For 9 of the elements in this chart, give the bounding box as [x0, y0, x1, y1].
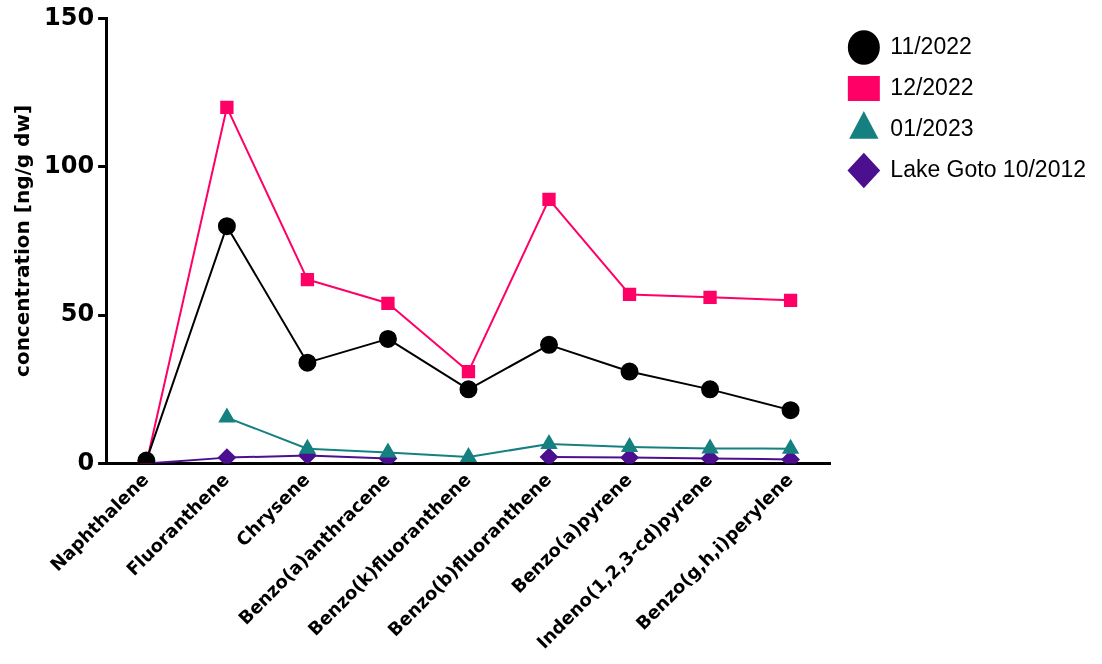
y-tick-label: 50: [60, 299, 95, 328]
legend-label: Lake Goto 10/2012: [890, 155, 1087, 182]
legend-label: 11/2022: [890, 32, 972, 59]
legend-label: 12/2022: [890, 73, 974, 100]
y-tick-label: 100: [43, 151, 95, 180]
y-tick-label: 150: [43, 2, 95, 31]
y-tick-label: 0: [77, 447, 95, 476]
legend-label: 01/2023: [890, 114, 974, 141]
y-axis-title: concentration [ng/g dw]: [10, 104, 35, 377]
